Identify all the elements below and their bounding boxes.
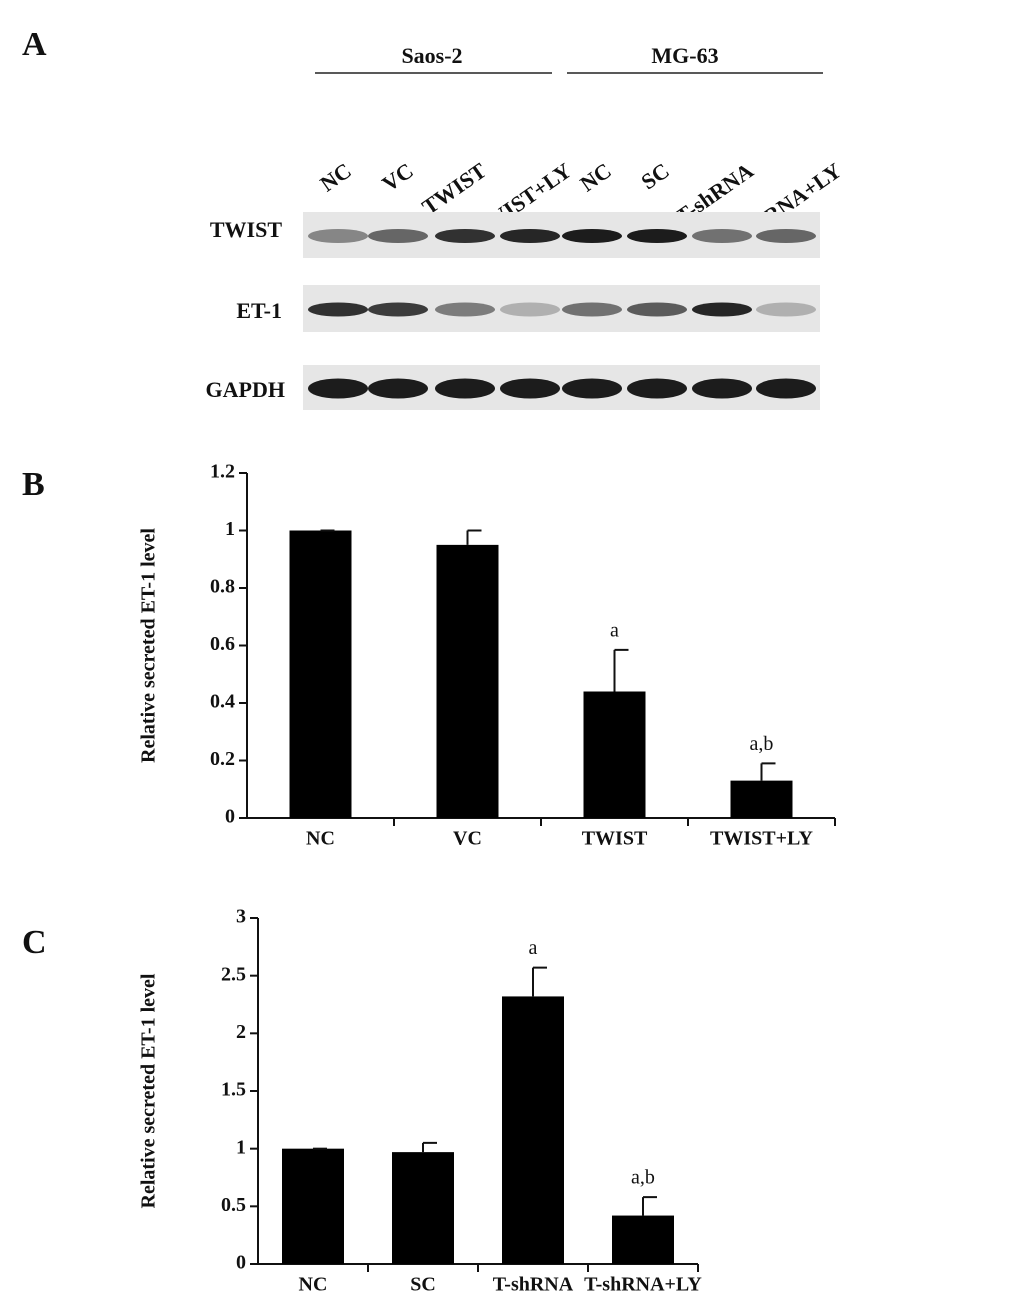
blot-band (308, 302, 368, 317)
error-bar (760, 762, 776, 781)
y-tick-label: 0.6 (210, 633, 235, 655)
row-label: GAPDH (206, 377, 285, 402)
panel-label: A (22, 26, 47, 63)
annotation: a (529, 937, 538, 959)
panel-label: C (22, 924, 47, 961)
y-tick-label: 2.5 (221, 963, 246, 985)
blot-band (368, 229, 428, 243)
bar (502, 996, 564, 1264)
blot-band (562, 229, 622, 243)
x-tick-label: T-shRNA (493, 1274, 574, 1296)
error-bar (422, 1141, 437, 1153)
group-label: MG-63 (651, 43, 718, 68)
bar (436, 544, 499, 818)
y-tick-label: 0.8 (210, 576, 235, 598)
lane-label: NC (315, 158, 355, 197)
blot-band (562, 302, 622, 317)
lane-label: NC (575, 158, 615, 197)
y-tick-label: 0.4 (210, 691, 235, 713)
x-tick-label: T-shRNA+LY (584, 1274, 702, 1296)
blot-band (368, 302, 428, 317)
blot-band (627, 302, 687, 317)
row-label: TWIST (210, 217, 282, 242)
blot-band (435, 302, 495, 317)
y-tick-label: 1.2 (210, 461, 235, 483)
x-tick-label: NC (299, 1274, 328, 1296)
lane-label: SC (636, 158, 673, 195)
blot-band (627, 378, 687, 399)
blot-band (562, 378, 622, 399)
blot-band (756, 229, 816, 243)
annotation: a (610, 619, 619, 641)
error-bar (532, 966, 547, 997)
y-tick-label: 1.5 (221, 1079, 246, 1101)
y-tick-label: 0 (225, 806, 235, 828)
error-bar (613, 648, 629, 692)
blot-band (308, 229, 368, 243)
blot-band (756, 378, 816, 399)
y-axis-label: Relative secreted ET-1 level (138, 528, 160, 763)
y-tick-label: 0.2 (210, 748, 235, 770)
y-tick-label: 1 (236, 1136, 246, 1158)
blot-band (627, 229, 687, 243)
bar (612, 1215, 674, 1264)
lane-label: VC (377, 158, 417, 197)
bar (289, 530, 352, 818)
x-tick-label: TWIST (582, 828, 648, 850)
group-label: Saos-2 (401, 43, 462, 68)
blot-band (500, 302, 560, 317)
bar (730, 780, 793, 818)
error-bar (642, 1196, 657, 1216)
bar (282, 1148, 344, 1264)
blot-band (435, 378, 495, 399)
blot-band (435, 229, 495, 243)
blot-band (500, 378, 560, 399)
y-tick-label: 0 (236, 1252, 246, 1274)
annotation: a,b (750, 733, 774, 755)
x-tick-label: SC (410, 1274, 436, 1296)
y-tick-label: 1 (225, 518, 235, 540)
x-tick-label: NC (306, 828, 335, 850)
panel-label: B (22, 466, 45, 503)
bar (392, 1152, 454, 1264)
x-tick-label: VC (453, 828, 482, 850)
row-label: ET-1 (236, 298, 282, 323)
blot-band (692, 229, 752, 243)
blot-band (692, 302, 752, 317)
blot-band (500, 229, 560, 243)
lane-label: TWIST (417, 158, 491, 220)
blot-band (308, 378, 368, 399)
blot-band (692, 378, 752, 399)
blot-band (756, 302, 816, 317)
annotation: a,b (631, 1167, 655, 1189)
error-bar (466, 529, 482, 545)
y-tick-label: 3 (236, 906, 246, 928)
x-tick-label: TWIST+LY (710, 828, 813, 850)
y-axis-label: Relative secreted ET-1 level (138, 973, 160, 1208)
blot-band (368, 378, 428, 399)
y-tick-label: 2 (236, 1021, 246, 1043)
y-tick-label: 0.5 (221, 1194, 246, 1216)
bar (583, 691, 646, 818)
